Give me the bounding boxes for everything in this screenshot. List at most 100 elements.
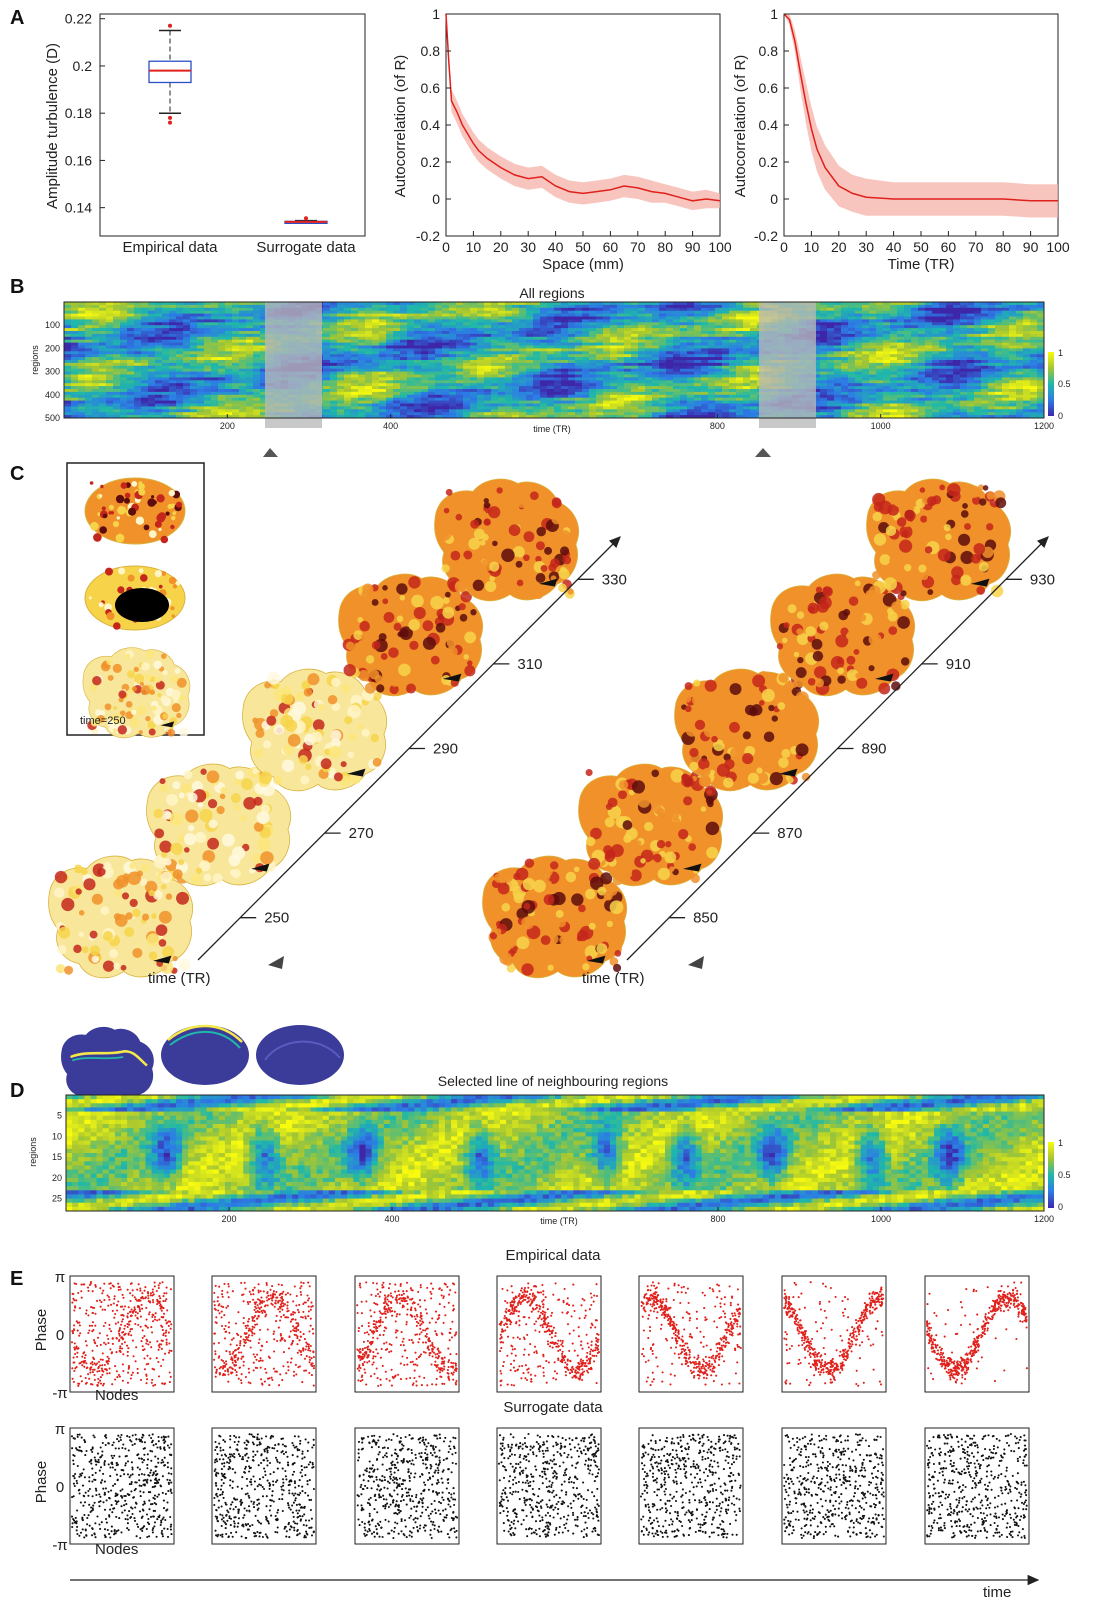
heatmap-cell [596,368,604,372]
heatmap-cell [414,322,422,326]
heatmap-cell [575,394,583,399]
heatmap-cell [197,371,205,375]
heatmap-cell [337,333,345,338]
heatmap-cell [260,331,268,335]
heatmap-cell [155,336,163,341]
heatmap-cell [470,371,478,375]
heatmap-cell [484,391,492,396]
heatmap-cell [218,394,226,399]
heatmap-cell [1016,365,1024,370]
heatmap-cell [736,374,744,378]
heatmap-cell [1009,383,1017,387]
ytick-label: 0.6 [421,80,441,96]
heatmap-cell [225,348,233,352]
heatmap-cell [204,333,212,338]
heatmap-cell [169,397,177,401]
heatmap-cell [708,325,716,329]
heatmap-cell [526,319,534,323]
heatmap-cell [729,319,737,323]
heatmap-cell [421,339,429,343]
heatmap-cell [190,333,198,338]
heatmap-cell [862,360,870,364]
heatmap-cell [393,348,401,352]
heatmap-cell [995,362,1003,367]
heatmap-cell [141,394,149,399]
heatmap-cell [582,383,590,387]
heatmap-cell [813,325,821,329]
heatmap-cell [190,322,198,326]
heatmap-cell [862,354,870,358]
heatmap-cell [239,383,247,387]
heatmap-cell [974,313,982,317]
heatmap-cell [897,391,905,396]
heatmap-cell [64,333,72,338]
heatmap-cell [218,383,226,387]
heatmap-cell [225,365,233,370]
heatmap-cell [589,371,597,375]
heatmap-cell [603,348,611,352]
heatmap-cell [526,377,534,381]
heatmap-cell [561,348,569,352]
heatmap-cell [498,380,506,384]
heatmap-cell [862,342,870,346]
heatmap-cell [197,333,205,338]
heatmap-cell [575,342,583,346]
heatmap-cell [750,333,758,338]
heatmap-cell [827,394,835,399]
heatmap-cell [372,365,380,370]
heatmap-cell [547,400,555,404]
heatmap-cell [834,342,842,346]
heatmap-cell [176,328,184,332]
heatmap-cell [148,383,156,387]
heatmap-cell [827,389,835,393]
heatmap-cell [736,357,744,361]
heatmap-cell [561,362,569,367]
heatmap-cell [729,383,737,387]
heatmap-cell [155,400,163,404]
heatmap-cell [932,336,940,341]
heatmap-cell [750,400,758,404]
heatmap-cell [155,374,163,378]
heatmap-cell [323,397,331,401]
heatmap-cell [519,304,527,309]
heatmap-cell [932,325,940,329]
heatmap-cell [624,389,632,393]
heatmap-cell [925,322,933,326]
heatmap-cell [463,331,471,335]
heatmap-cell [561,325,569,329]
heatmap-cell [848,328,856,332]
heatmap-cell [330,313,338,317]
heatmap-cell [687,389,695,393]
heatmap-cell [953,325,961,329]
heatmap-cell [148,316,156,320]
heatmap-cell [827,348,835,352]
heatmap-cell [169,333,177,338]
heatmap-cell [603,351,611,355]
heatmap-cell [855,391,863,396]
heatmap-cell [834,348,842,352]
heatmap-cell [358,331,366,335]
heatmap-cell [505,325,513,329]
heatmap-cell [505,307,513,312]
heatmap-cell [694,357,702,361]
heatmap-cell [925,386,933,390]
heatmap-cell [561,354,569,358]
heatmap-cell [659,339,667,343]
heatmap-cell [351,368,359,372]
heatmap-cell [71,368,79,372]
heatmap-cell [519,310,527,314]
heatmap-cell [428,342,436,346]
heatmap-cell [260,322,268,326]
heatmap-cell [260,310,268,314]
heatmap-cell [540,391,548,396]
heatmap-cell [169,368,177,372]
heatmap-cell [351,391,359,396]
heatmap-cell [925,339,933,343]
heatmap-cell [960,368,968,372]
heatmap-cell [680,328,688,332]
heatmap-cell [379,394,387,399]
heatmap-cell [603,331,611,335]
heatmap-cell [246,360,254,364]
heatmap-cell [344,333,352,338]
heatmap-cell [841,351,849,355]
